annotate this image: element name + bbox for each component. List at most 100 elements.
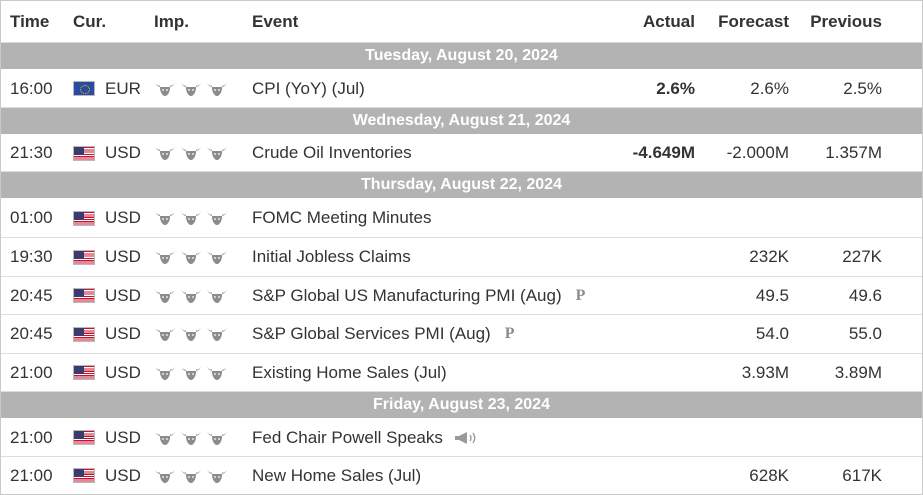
bull-icon bbox=[154, 249, 176, 265]
event-currency: USD bbox=[105, 324, 141, 343]
bull-icon bbox=[206, 365, 228, 381]
us-flag-icon bbox=[73, 468, 95, 483]
bull-icon bbox=[154, 468, 176, 484]
bull-icon bbox=[206, 326, 228, 342]
event-previous: 2.5% bbox=[843, 78, 882, 98]
event-name[interactable]: Existing Home Sales (Jul) bbox=[252, 362, 447, 382]
event-name[interactable]: FOMC Meeting Minutes bbox=[252, 208, 432, 227]
event-forecast: -2.000M bbox=[726, 143, 789, 162]
importance-rating bbox=[154, 135, 232, 171]
bull-icon bbox=[180, 145, 202, 161]
event-currency: EUR bbox=[105, 78, 141, 98]
event-time: 19:30 bbox=[10, 247, 53, 266]
us-flag-icon bbox=[73, 249, 95, 265]
importance-rating bbox=[154, 457, 232, 494]
event-currency: USD bbox=[105, 427, 141, 447]
event-row[interactable]: 20:45 USD S&P Global US Manufacturing PM… bbox=[1, 277, 922, 315]
importance-rating bbox=[154, 315, 232, 353]
importance-rating bbox=[154, 419, 232, 456]
event-currency: USD bbox=[105, 362, 141, 382]
header-actual[interactable]: Actual bbox=[643, 12, 695, 31]
preliminary-icon: P bbox=[575, 286, 586, 304]
header-currency[interactable]: Cur. bbox=[73, 12, 107, 31]
us-flag-icon bbox=[73, 326, 95, 342]
event-row[interactable]: 21:00 USD Fed Chair Powell Speaks bbox=[1, 419, 922, 457]
event-actual: 2.6% bbox=[656, 78, 695, 98]
event-previous: 227K bbox=[842, 247, 882, 266]
event-name[interactable]: Fed Chair Powell Speaks bbox=[252, 427, 443, 447]
event-time: 21:30 bbox=[10, 143, 53, 162]
event-name[interactable]: CPI (YoY) (Jul) bbox=[252, 78, 365, 98]
importance-rating bbox=[154, 199, 232, 237]
header-forecast[interactable]: Forecast bbox=[718, 12, 789, 31]
day-separator: Thursday, August 22, 2024 bbox=[1, 172, 922, 198]
event-row[interactable]: 01:00 USD FOMC Meeting Minutes bbox=[1, 199, 922, 238]
event-forecast: 49.5 bbox=[755, 285, 789, 305]
event-time: 21:00 bbox=[10, 465, 53, 485]
event-currency: USD bbox=[105, 247, 141, 266]
event-actual: -4.649M bbox=[632, 143, 695, 162]
importance-rating bbox=[154, 70, 232, 107]
bull-icon bbox=[206, 468, 228, 484]
bull-icon bbox=[206, 249, 228, 265]
event-row[interactable]: 20:45 USD S&P Global Services PMI (Aug) … bbox=[1, 315, 922, 354]
event-row[interactable]: 21:00 USD Existing Home Sales (Jul) 3.93… bbox=[1, 354, 922, 392]
event-forecast: 628K bbox=[749, 465, 789, 485]
event-time: 01:00 bbox=[10, 208, 53, 227]
event-forecast: 3.93M bbox=[741, 362, 789, 382]
event-row[interactable]: 19:30 USD Initial Jobless Claims 232K 22… bbox=[1, 238, 922, 277]
event-name[interactable]: S&P Global Services PMI (Aug) bbox=[252, 324, 491, 343]
event-time: 21:00 bbox=[10, 427, 53, 447]
importance-rating bbox=[154, 277, 232, 314]
bull-icon bbox=[154, 81, 176, 97]
day-separator: Friday, August 23, 2024 bbox=[1, 392, 922, 418]
event-currency: USD bbox=[105, 465, 141, 485]
event-forecast: 232K bbox=[749, 247, 789, 266]
event-time: 20:45 bbox=[10, 324, 53, 343]
event-row[interactable]: 16:00 EUR CPI (YoY) (Jul) 2.6% 2.6% 2.5% bbox=[1, 70, 922, 108]
event-currency: USD bbox=[105, 285, 141, 305]
bull-icon bbox=[154, 430, 176, 446]
day-separator: Tuesday, August 20, 2024 bbox=[1, 43, 922, 69]
event-row[interactable]: 21:00 USD New Home Sales (Jul) 628K 617K bbox=[1, 457, 922, 494]
event-time: 21:00 bbox=[10, 362, 53, 382]
event-previous: 3.89M bbox=[834, 362, 882, 382]
bull-icon bbox=[180, 210, 202, 226]
event-forecast: 2.6% bbox=[750, 78, 789, 98]
event-time: 20:45 bbox=[10, 285, 53, 305]
bull-icon bbox=[180, 468, 202, 484]
event-time: 16:00 bbox=[10, 78, 53, 98]
event-currency: USD bbox=[105, 143, 141, 162]
event-currency: USD bbox=[105, 208, 141, 227]
us-flag-icon bbox=[73, 430, 95, 445]
event-name[interactable]: Initial Jobless Claims bbox=[252, 247, 411, 266]
preliminary-icon: P bbox=[504, 325, 515, 342]
event-name[interactable]: New Home Sales (Jul) bbox=[252, 465, 422, 485]
event-name[interactable]: Crude Oil Inventories bbox=[252, 143, 412, 162]
bull-icon bbox=[180, 326, 202, 342]
header-importance[interactable]: Imp. bbox=[154, 12, 189, 31]
header-previous[interactable]: Previous bbox=[810, 12, 882, 31]
day-separator: Wednesday, August 21, 2024 bbox=[1, 108, 922, 134]
speaker-icon bbox=[453, 430, 479, 446]
eu-flag-icon bbox=[73, 81, 95, 96]
event-name[interactable]: S&P Global US Manufacturing PMI (Aug) bbox=[252, 285, 562, 305]
event-previous: 49.6 bbox=[848, 285, 882, 305]
us-flag-icon bbox=[73, 365, 95, 380]
event-row[interactable]: 21:30 USD Crude Oil Inventories -4.649M … bbox=[1, 135, 922, 172]
bull-icon bbox=[154, 288, 176, 304]
calendar-header: Time Cur. Imp. Event Actual Forecast Pre… bbox=[1, 1, 922, 43]
importance-rating bbox=[154, 354, 232, 391]
header-time[interactable]: Time bbox=[10, 12, 50, 31]
event-previous: 1.357M bbox=[825, 143, 882, 162]
bull-icon bbox=[206, 81, 228, 97]
bull-icon bbox=[154, 365, 176, 381]
header-event[interactable]: Event bbox=[252, 12, 299, 31]
bull-icon bbox=[154, 145, 176, 161]
bull-icon bbox=[206, 430, 228, 446]
bull-icon bbox=[154, 210, 176, 226]
bull-icon bbox=[180, 288, 202, 304]
bull-icon bbox=[206, 288, 228, 304]
bull-icon bbox=[180, 81, 202, 97]
